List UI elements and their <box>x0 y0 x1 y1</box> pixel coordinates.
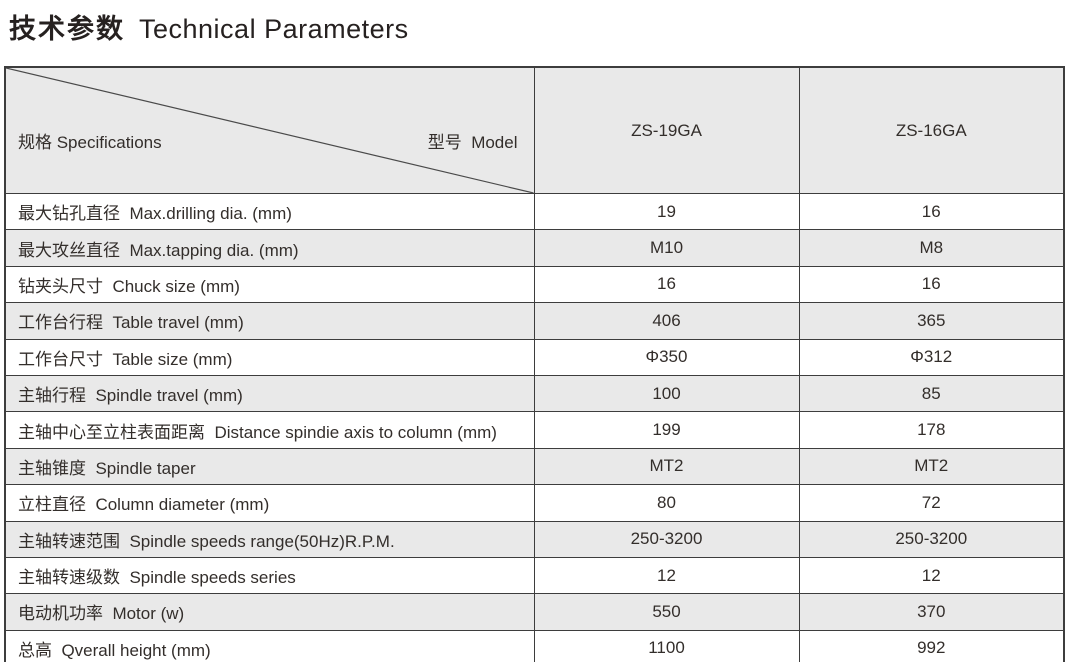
table-header-row: 规格 Specifications 型号 Model ZS-19GA ZS-16… <box>4 66 1065 194</box>
spec-model-header-cell: 规格 Specifications 型号 Model <box>4 66 535 194</box>
value-cell: 365 <box>798 302 1065 340</box>
value-cell: 250-3200 <box>533 520 800 558</box>
value-cell: 80 <box>533 484 800 522</box>
value-cell: 250-3200 <box>798 520 1065 558</box>
value-cell: MT2 <box>798 447 1065 486</box>
spec-label-cell: 主轴中心至立柱表面距离 Distance spindie axis to col… <box>4 411 535 449</box>
model-column-header-1: ZS-19GA <box>533 66 800 194</box>
spec-label-cell: 主轴转速级数 Spindle speeds series <box>4 556 535 595</box>
page-title-en: Technical Parameters <box>139 14 409 44</box>
value-cell: 1100 <box>533 629 800 662</box>
value-cell: Φ312 <box>798 338 1065 376</box>
spec-label-cell: 钻夹头尺寸 Chuck size (mm) <box>4 265 535 304</box>
value-cell: 199 <box>533 411 800 449</box>
value-cell: MT2 <box>533 447 800 486</box>
spec-label-cell: 总高 Qverall height (mm) <box>4 629 535 662</box>
page-title-zh: 技术参数 <box>9 14 125 44</box>
table-row: 最大钻孔直径 Max.drilling dia. (mm) 19 16 <box>4 192 1065 231</box>
value-cell: 85 <box>798 374 1065 413</box>
table-row: 工作台行程 Table travel (mm) 406 365 <box>4 302 1065 340</box>
table-row: 立柱直径 Column diameter (mm) 80 72 <box>4 484 1065 522</box>
table-row: 主轴行程 Spindle travel (mm) 100 85 <box>4 374 1065 413</box>
value-cell: 16 <box>798 265 1065 304</box>
value-cell: Φ350 <box>533 338 800 376</box>
value-cell: 178 <box>798 411 1065 449</box>
table-row: 钻夹头尺寸 Chuck size (mm) 16 16 <box>4 265 1065 304</box>
value-cell: 16 <box>533 265 800 304</box>
value-cell: 16 <box>798 192 1065 231</box>
spec-label-cell: 最大钻孔直径 Max.drilling dia. (mm) <box>4 192 535 231</box>
table-row: 主轴锥度 Spindle taper MT2 MT2 <box>4 447 1065 486</box>
table-row: 最大攻丝直径 Max.tapping dia. (mm) M10 M8 <box>4 229 1065 267</box>
table-row: 总高 Qverall height (mm) 1100 992 <box>4 629 1065 662</box>
spec-label-cell: 主轴行程 Spindle travel (mm) <box>4 374 535 413</box>
value-cell: 406 <box>533 302 800 340</box>
table-body: 最大钻孔直径 Max.drilling dia. (mm) 19 16 最大攻丝直径 … <box>4 192 1065 662</box>
table-row: 主轴转速级数 Spindle speeds series 12 12 <box>4 556 1065 595</box>
technical-parameters-table: 规格 Specifications 型号 Model ZS-19GA ZS-16… <box>4 66 1065 662</box>
table-row: 主轴转速范围 Spindle speeds range(50Hz)R.P.M. 2… <box>4 520 1065 558</box>
spec-label-cell: 立柱直径 Column diameter (mm) <box>4 484 535 522</box>
spec-label-cell: 主轴锥度 Spindle taper <box>4 447 535 486</box>
model-header-label: 型号 Model <box>427 133 518 152</box>
value-cell: M10 <box>533 229 800 267</box>
spec-label-cell: 工作台行程 Table travel (mm) <box>4 302 535 340</box>
spec-label-cell: 电动机功率 Motor (w) <box>4 593 535 631</box>
value-cell: 19 <box>533 192 800 231</box>
table-row: 工作台尺寸 Table size (mm) Φ350 Φ312 <box>4 338 1065 376</box>
table-row: 主轴中心至立柱表面距离 Distance spindie axis to col… <box>4 411 1065 449</box>
value-cell: 100 <box>533 374 800 413</box>
spec-label-cell: 主轴转速范围 Spindle speeds range(50Hz)R.P.M. <box>4 520 535 558</box>
value-cell: 992 <box>798 629 1065 662</box>
model-column-header-2: ZS-16GA <box>798 66 1065 194</box>
spec-label-cell: 工作台尺寸 Table size (mm) <box>4 338 535 376</box>
value-cell: 550 <box>533 593 800 631</box>
diagonal-divider-line <box>6 68 534 193</box>
spec-header-label: 规格 Specifications <box>18 133 162 152</box>
value-cell: 12 <box>533 556 800 595</box>
value-cell: 72 <box>798 484 1065 522</box>
value-cell: M8 <box>798 229 1065 267</box>
page-title: 技术参数 Technical Parameters <box>9 10 1063 48</box>
table-row: 电动机功率 Motor (w) 550 370 <box>4 593 1065 631</box>
value-cell: 370 <box>798 593 1065 631</box>
spec-label-cell: 最大攻丝直径 Max.tapping dia. (mm) <box>4 229 535 267</box>
value-cell: 12 <box>798 556 1065 595</box>
